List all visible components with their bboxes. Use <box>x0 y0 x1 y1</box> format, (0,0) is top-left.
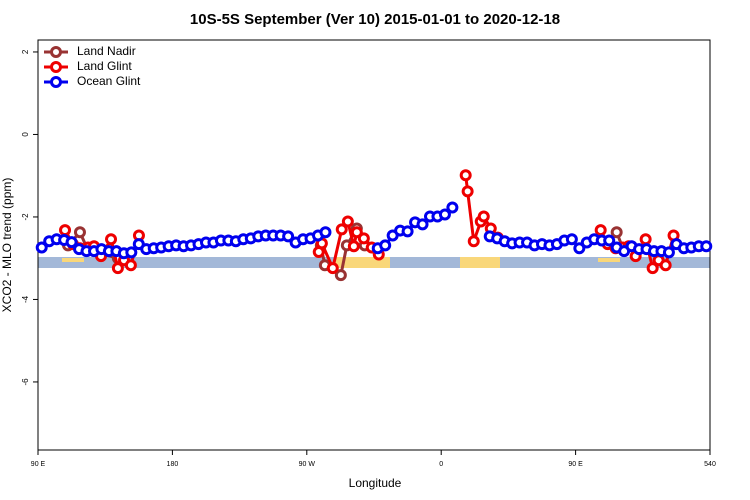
y-tick-label: -2 <box>21 213 30 221</box>
y-tick-label: 0 <box>21 132 30 137</box>
point <box>438 208 451 221</box>
point <box>659 259 672 272</box>
point <box>347 240 360 253</box>
land-strip <box>598 258 620 262</box>
point <box>646 262 659 275</box>
point <box>662 246 675 259</box>
point <box>416 218 429 231</box>
land-strip <box>460 257 500 268</box>
y-tick-label: -6 <box>21 378 30 386</box>
point <box>65 236 78 249</box>
point <box>73 226 86 239</box>
x-tick-label: 0 <box>439 461 443 468</box>
point <box>35 241 48 254</box>
x-tick-label: 180 <box>167 461 179 468</box>
point <box>105 233 118 246</box>
point <box>459 169 472 182</box>
point <box>335 223 348 236</box>
x-tick-label: 90 E <box>31 461 46 468</box>
legend-label: Ocean Glint <box>77 74 141 88</box>
land-strip <box>62 258 84 262</box>
x-tick-label: 90 E <box>568 461 583 468</box>
x-tick-label: 90 W <box>299 461 316 468</box>
x-axis-label: Longitude <box>349 476 402 490</box>
y-axis-label: XCO2 - MLO trend (ppm) <box>0 178 14 313</box>
point <box>379 239 392 252</box>
point <box>319 226 332 239</box>
point <box>700 240 713 253</box>
point <box>350 226 363 239</box>
point <box>467 235 480 248</box>
point <box>461 185 474 198</box>
point <box>326 262 339 275</box>
point <box>401 225 414 238</box>
legend-marker <box>50 61 62 73</box>
point <box>477 210 490 223</box>
land-strip <box>335 257 390 268</box>
point <box>573 242 586 255</box>
legend-label: Land Glint <box>77 59 132 73</box>
point <box>357 232 370 245</box>
chart-title: 10S-5S September (Ver 10) 2015-01-01 to … <box>190 11 560 28</box>
point <box>610 226 623 239</box>
y-tick-label: -4 <box>21 295 30 303</box>
point <box>334 269 347 282</box>
point <box>594 224 607 237</box>
point <box>603 234 616 247</box>
point <box>565 233 578 246</box>
point <box>124 259 137 272</box>
point <box>639 233 652 246</box>
point <box>282 230 295 243</box>
legend-marker <box>50 46 62 58</box>
point <box>341 215 354 228</box>
legend-label: Land Nadir <box>77 44 136 58</box>
series-line <box>317 218 380 273</box>
point <box>446 201 459 214</box>
x-tick-label: 540 <box>704 461 716 468</box>
point <box>125 246 138 259</box>
y-tick-label: 2 <box>21 49 30 54</box>
map-strip <box>38 257 710 268</box>
legend-marker <box>50 76 62 88</box>
point <box>111 262 124 275</box>
point <box>59 224 72 237</box>
